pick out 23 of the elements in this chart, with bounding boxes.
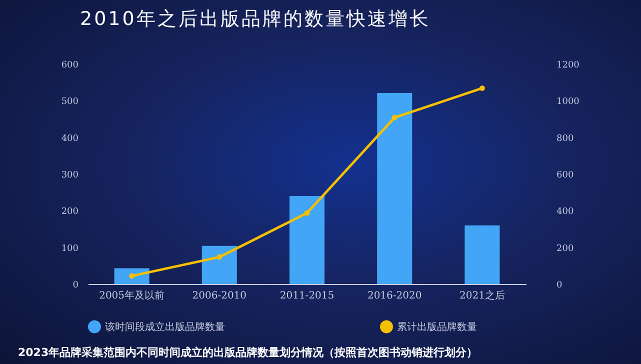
text: 2023年品牌采集范围内不同时间成立的出版品牌数量划分情况（按照首次图书动销进行划分） — [18, 345, 478, 360]
y2-tick-label: 200 — [556, 244, 574, 254]
y2-tick-label: 800 — [556, 134, 574, 144]
legend-label: 累计出版品牌数量 — [397, 320, 477, 333]
y2-tick-label: 400 — [556, 207, 574, 218]
y-tick-label: 500 — [61, 97, 79, 108]
y-tick-label: 100 — [61, 244, 79, 254]
y2-tick-label: 1000 — [556, 97, 580, 108]
y-tick-label: 400 — [61, 134, 79, 144]
y2-tick-label: 1200 — [556, 60, 580, 70]
y2-tick-label: 600 — [556, 170, 574, 180]
x-tick-label: 2021之后 — [459, 290, 505, 302]
y-tick-label: 0 — [72, 280, 79, 290]
y2-tick-label: 0 — [556, 280, 562, 290]
y-tick-label: 200 — [61, 207, 79, 218]
legend-label: 该时间段成立出版品牌数量 — [105, 320, 225, 333]
x-tick-label: 2005年及以前 — [99, 290, 165, 302]
x-tick-label: 2006-2010 — [192, 290, 247, 302]
y-tick-label: 600 — [61, 60, 79, 70]
x-tick-label: 2011-2015 — [280, 290, 334, 302]
chart-title: 2010年之后出版品牌的数量快速增长 — [80, 7, 430, 32]
y-tick-label: 300 — [61, 170, 79, 180]
x-tick-label: 2016-2020 — [367, 290, 422, 302]
